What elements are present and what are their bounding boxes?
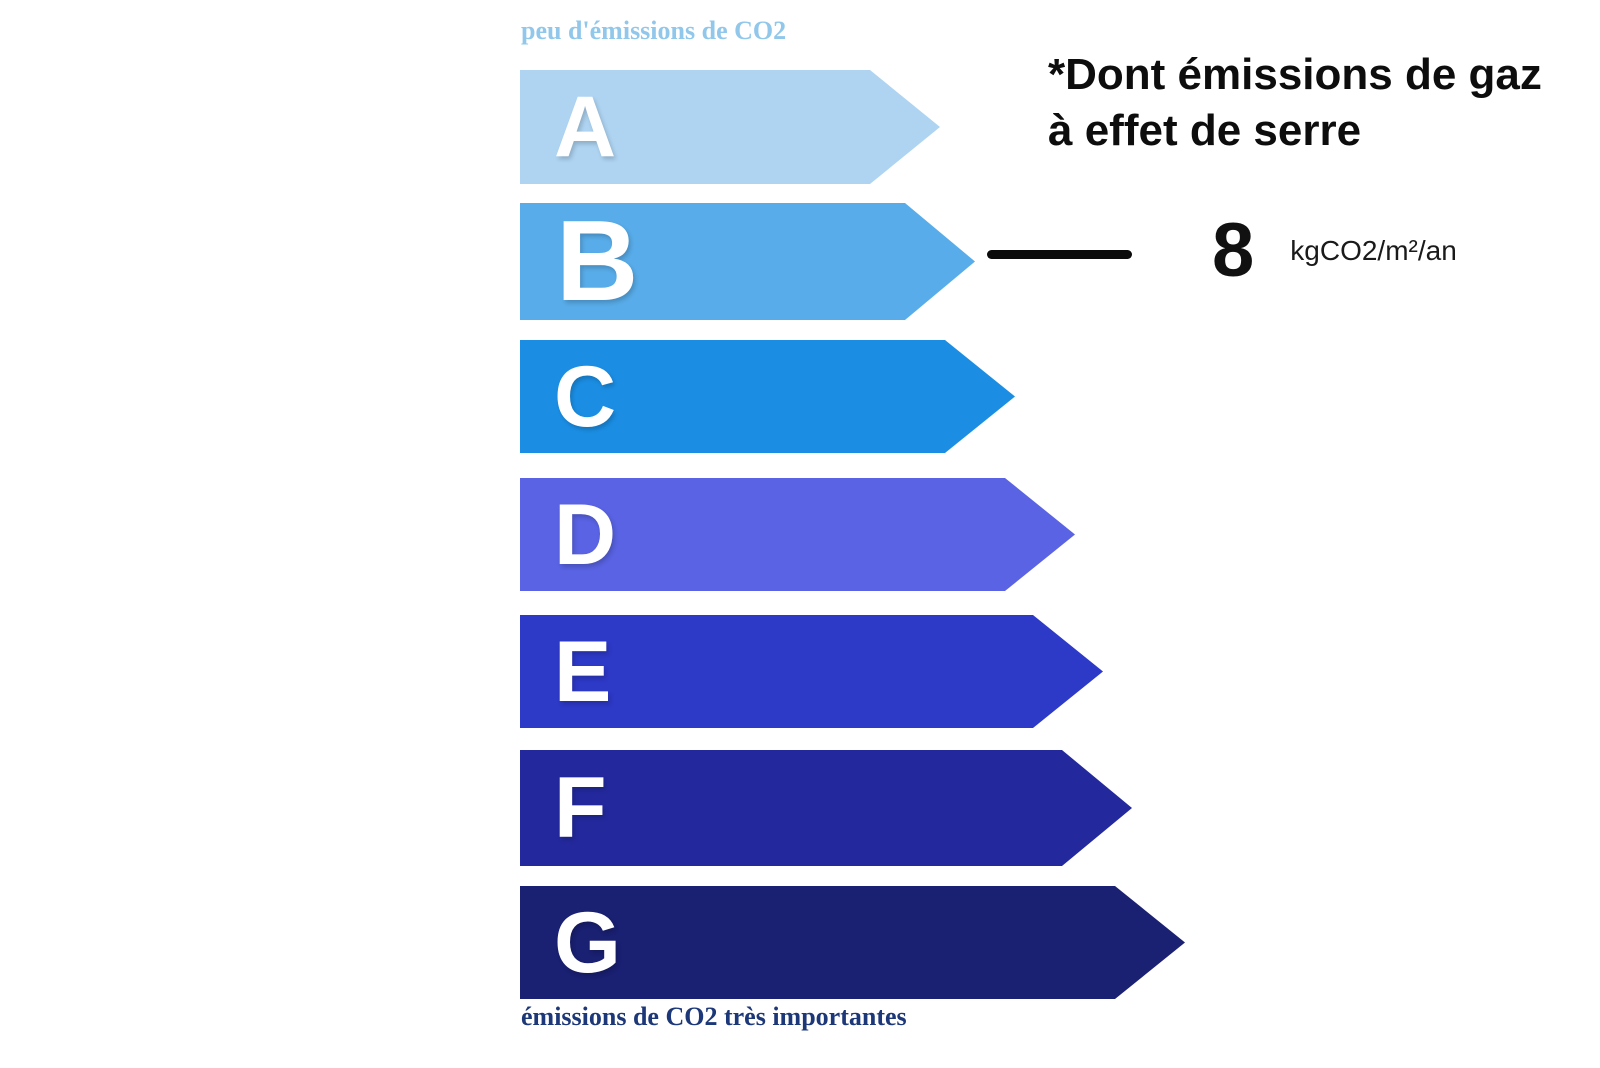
chart-title-line-2: à effet de serre [1048, 106, 1362, 155]
ges-bar-d-letter: D [554, 486, 617, 583]
ges-bar-f-letter: F [554, 760, 607, 856]
ges-bar-g: G [520, 886, 1185, 999]
ges-bar-d: D [520, 478, 1075, 591]
value-indicator-line [987, 250, 1132, 259]
ges-unit: kgCO2/m²/an [1290, 235, 1457, 266]
ges-bar-b-selected: B [520, 203, 975, 320]
ges-bar-a: A [520, 70, 940, 184]
ges-bar-c-letter: C [554, 348, 617, 445]
ges-bar-b-letter: B [556, 197, 639, 325]
low-emissions-label: peu d'émissions de CO2 [521, 16, 787, 45]
chart-title: *Dont émissions de gaz à effet de serre [1048, 47, 1542, 159]
ges-bar-f: F [520, 750, 1132, 866]
ges-bar-e: E [520, 615, 1103, 728]
ges-bar-g-letter: G [554, 894, 621, 991]
ges-value: 8 [1212, 208, 1255, 293]
value-row: 8 kgCO2/m²/an [1212, 213, 1457, 289]
high-emissions-label: émissions de CO2 très importantes [521, 1002, 907, 1031]
ges-bar-a-letter: A [554, 79, 617, 175]
ges-bar-e-letter: E [554, 623, 612, 720]
chart-title-line-1: *Dont émissions de gaz [1048, 50, 1542, 99]
ges-bar-c: C [520, 340, 1015, 453]
